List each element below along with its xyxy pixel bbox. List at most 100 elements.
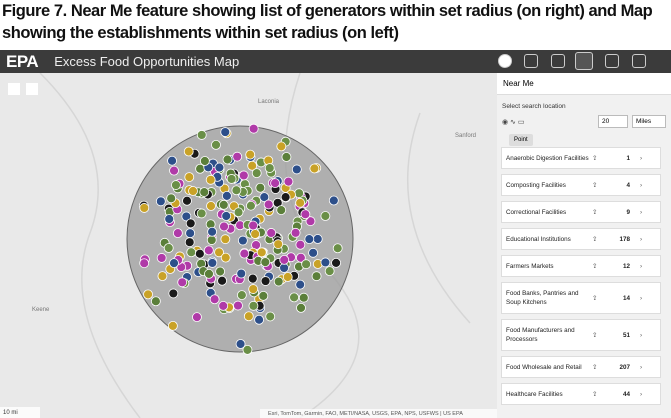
map-marker[interactable] [254,314,264,325]
draw-tools[interactable]: ◉ ∿ ▭ [502,118,525,126]
map-marker[interactable] [291,164,302,175]
point-button[interactable]: Point [509,134,533,146]
map-marker[interactable] [324,266,335,277]
facility-item[interactable]: Healthcare Facilities ⇪ 44 › [501,383,661,405]
export-icon[interactable]: ⇪ [592,363,598,371]
chevron[interactable]: › [640,331,643,339]
map-marker[interactable] [309,163,320,174]
map-marker[interactable] [320,211,331,221]
map-marker[interactable] [295,197,306,208]
map-marker[interactable] [156,253,167,263]
map-marker[interactable] [186,247,197,258]
map-marker[interactable] [206,235,217,245]
map-marker[interactable] [185,228,196,239]
map-marker[interactable] [194,248,205,259]
map-marker[interactable] [220,234,231,245]
export-icon[interactable]: ⇪ [592,208,598,216]
map-marker[interactable] [239,248,250,259]
map-marker[interactable] [236,290,247,301]
map-marker[interactable] [282,272,293,282]
map-marker[interactable] [263,199,274,210]
map-marker[interactable] [260,276,271,286]
map-marker[interactable] [167,320,178,331]
map-marker[interactable] [273,239,284,250]
map-marker[interactable] [164,214,175,224]
map-marker[interactable] [167,155,177,166]
map-marker[interactable] [192,312,202,323]
map-marker[interactable] [332,243,343,254]
chevron[interactable]: › [640,294,643,302]
map-marker[interactable] [328,195,339,206]
export-icon[interactable]: ⇪ [592,235,598,243]
map-marker[interactable] [217,275,227,286]
qr-button[interactable] [26,83,38,95]
info-button[interactable] [498,54,512,68]
map-marker[interactable] [171,180,181,190]
map-marker[interactable] [211,139,221,150]
map-marker[interactable] [256,247,267,258]
chevron[interactable]: › [640,363,643,371]
map-marker[interactable] [185,218,196,229]
map-marker[interactable] [305,216,316,227]
map-marker[interactable] [215,266,226,277]
export-icon[interactable]: ⇪ [592,294,598,302]
map-marker[interactable] [279,254,290,265]
near-me-button[interactable] [575,52,593,70]
map-marker[interactable] [295,279,306,290]
map-marker[interactable] [308,247,318,258]
map-marker[interactable] [276,141,287,152]
chevron[interactable]: › [640,390,643,398]
map-marker[interactable] [294,188,304,199]
chevron[interactable]: › [640,262,643,270]
map-marker[interactable] [238,170,249,181]
map-marker[interactable] [242,344,253,355]
map-marker[interactable] [296,302,306,313]
map-marker[interactable] [222,190,232,201]
map-marker[interactable] [231,185,242,196]
map-marker[interactable] [266,228,277,238]
map-marker[interactable] [139,203,150,213]
map-marker[interactable] [182,195,192,206]
map-marker[interactable] [248,220,259,231]
map-marker[interactable] [184,172,195,182]
map-marker[interactable] [163,243,174,253]
map-marker[interactable] [295,239,306,250]
unit-select[interactable]: Miles [632,115,666,128]
map-marker[interactable] [214,247,224,258]
facility-item[interactable]: Food Wholesale and Retail ⇪ 207 › [501,356,661,378]
print-button[interactable] [632,54,646,68]
map-marker[interactable] [181,211,192,222]
map-marker[interactable] [169,258,179,269]
map-marker[interactable] [304,234,315,245]
map-marker[interactable] [172,228,183,239]
map-marker[interactable] [155,196,166,207]
export-icon[interactable]: ⇪ [592,262,598,270]
map-marker[interactable] [290,227,301,238]
facility-item[interactable]: Composting Facilities ⇪ 4 › [501,174,661,196]
map-marker[interactable] [233,207,244,218]
map-marker[interactable] [177,277,188,288]
map-marker[interactable] [250,229,261,239]
map-marker[interactable] [214,162,225,173]
map-marker[interactable] [221,211,232,221]
map-marker[interactable] [157,271,168,282]
map[interactable]: Laconia Sanford Keene 10 mi Esri, TomTom… [0,73,497,418]
map-marker[interactable] [235,339,246,349]
map-marker[interactable] [312,234,323,244]
chevron[interactable]: › [640,154,643,162]
map-marker[interactable] [204,269,214,279]
map-marker[interactable] [222,154,233,165]
map-marker[interactable] [199,156,210,166]
map-marker[interactable] [206,201,216,211]
map-marker[interactable] [188,186,198,196]
map-marker[interactable] [245,200,256,211]
map-marker[interactable] [166,193,177,204]
map-marker[interactable] [220,127,231,137]
facility-item[interactable]: Educational Institutions ⇪ 178 › [501,228,661,250]
map-marker[interactable] [276,205,287,216]
map-marker[interactable] [207,226,218,237]
map-marker[interactable] [218,200,229,210]
map-marker[interactable] [209,294,220,305]
export-icon[interactable]: ⇪ [592,390,598,398]
map-marker[interactable] [226,174,237,184]
